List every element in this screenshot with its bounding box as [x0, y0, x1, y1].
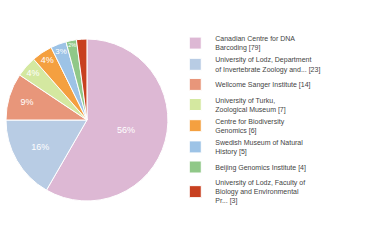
svg-text:Swedish Museum of NaturalHisto: Swedish Museum of NaturalHistory [5] [215, 139, 303, 156]
svg-text:University of Lodz, Department: University of Lodz, Departmentof Inverte… [215, 56, 320, 73]
svg-text:Wellcome Sanger Institute [14]: Wellcome Sanger Institute [14] [215, 81, 310, 89]
svg-text:56%: 56% [117, 125, 135, 135]
svg-text:Canadian Centre for DNABarcodi: Canadian Centre for DNABarcoding [79] [215, 35, 295, 52]
svg-text:2%: 2% [68, 42, 76, 48]
svg-text:3%: 3% [55, 47, 66, 56]
svg-text:University of Turku,Zoological: University of Turku,Zoological Museum [7… [215, 97, 285, 114]
svg-text:4%: 4% [27, 68, 40, 78]
svg-text:9%: 9% [20, 97, 33, 107]
svg-text:4%: 4% [41, 55, 54, 65]
svg-text:16%: 16% [31, 142, 49, 152]
svg-text:University of Lodz, Faculty of: University of Lodz, Faculty ofBiology an… [215, 179, 305, 205]
svg-text:Beijing Genomics Institute [4]: Beijing Genomics Institute [4] [215, 164, 306, 172]
svg-text:Centre for BiodiversityGenomic: Centre for BiodiversityGenomics [6] [215, 118, 284, 135]
